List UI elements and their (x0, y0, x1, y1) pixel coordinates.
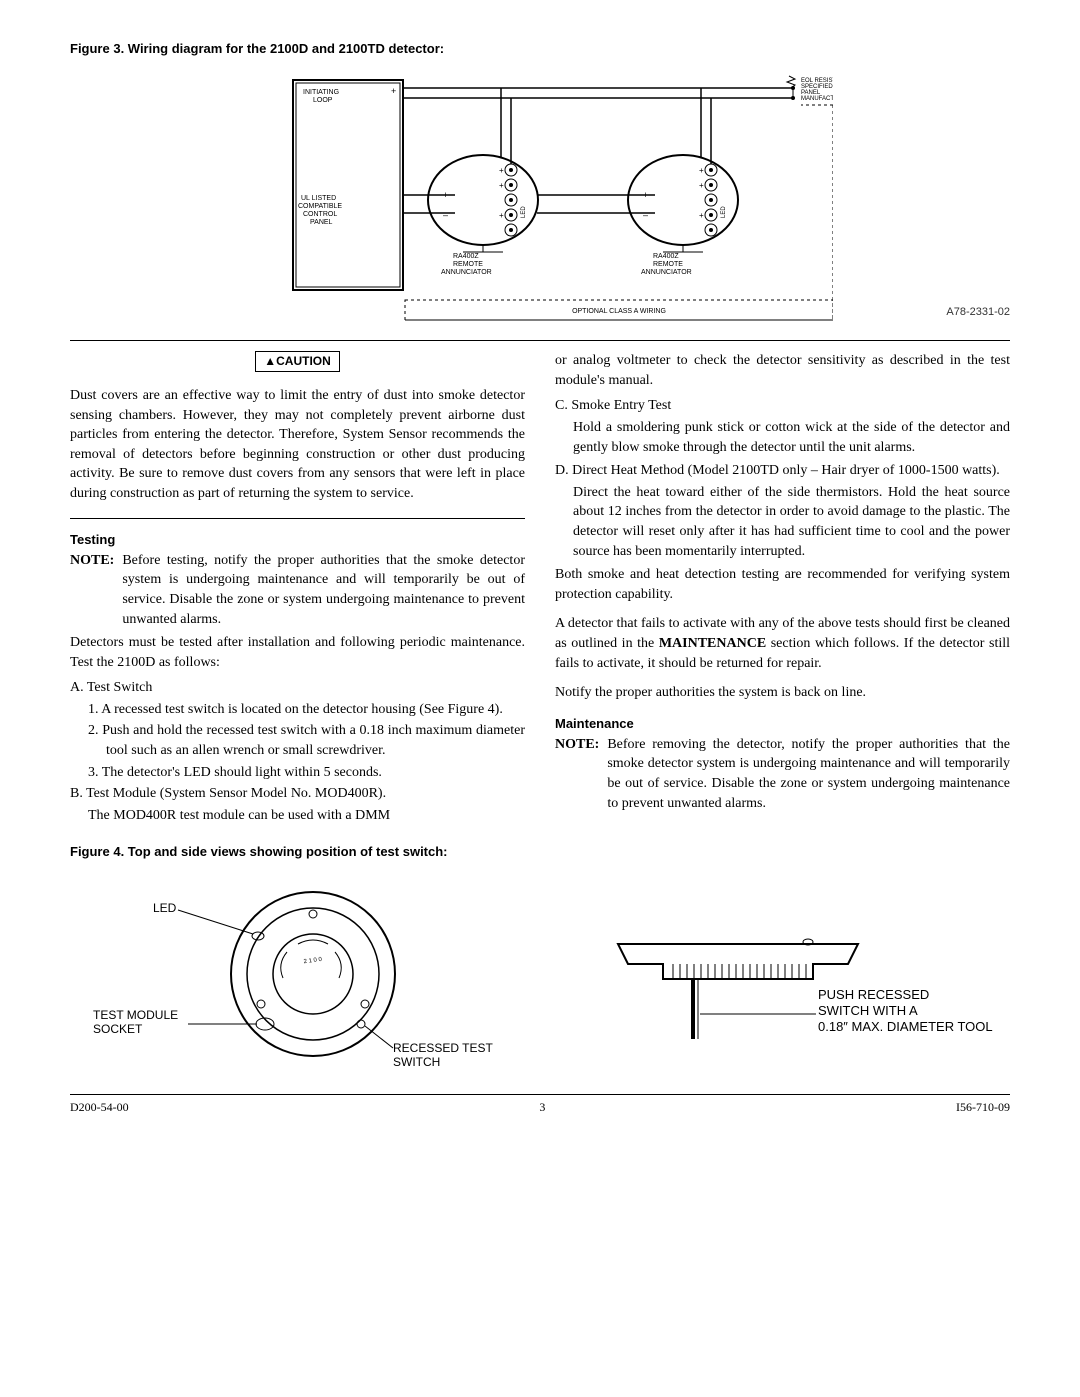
testing-note: Before testing, notify the proper author… (122, 551, 525, 629)
figure4-side-view: PUSH RECESSED SWITCH WITH A 0.18″ MAX. D… (578, 884, 998, 1064)
svg-text:+: + (499, 166, 504, 175)
svg-text:+: + (499, 211, 504, 220)
svg-text:UL LISTED: UL LISTED (301, 195, 336, 202)
maintenance-heading: Maintenance (555, 715, 1010, 733)
wiring-diagram: INITIATING LOOP + UL LISTED COMPATIBLE C… (70, 70, 916, 330)
svg-text:SWITCH WITH A: SWITCH WITH A (818, 1003, 918, 1018)
label-initiating: INITIATING (303, 89, 339, 96)
test-c-body: Hold a smoldering punk stick or cotton w… (555, 418, 1010, 457)
caution-text: Dust covers are an effective way to limi… (70, 386, 525, 504)
test-c: C. Smoke Entry Test (555, 396, 1010, 416)
test-b-body: The MOD400R test module can be used with… (70, 806, 525, 826)
svg-text:+: + (391, 86, 396, 96)
svg-text:–: – (443, 210, 448, 220)
svg-text:PUSH RECESSED: PUSH RECESSED (818, 987, 929, 1002)
svg-text:SWITCH: SWITCH (393, 1055, 440, 1069)
svg-text:REMOTE: REMOTE (653, 261, 683, 268)
svg-text:SOCKET: SOCKET (93, 1022, 143, 1036)
svg-text:REMOTE: REMOTE (453, 261, 483, 268)
test-a1: 1. A recessed test switch is located on … (70, 700, 525, 720)
svg-text:LED: LED (521, 206, 527, 218)
test-a3: 3. The detector's LED should light withi… (70, 763, 525, 783)
note-label: NOTE: (70, 551, 114, 629)
test-a2: 2. Push and hold the recessed test switc… (70, 721, 525, 760)
testing-heading: Testing (70, 531, 525, 549)
svg-text:OPTIONAL CLASS A WIRING: OPTIONAL CLASS A WIRING (572, 308, 666, 315)
figure3-title: Figure 3. Wiring diagram for the 2100D a… (70, 40, 1010, 58)
test-b: B. Test Module (System Sensor Model No. … (70, 784, 525, 804)
test-a: A. Test Switch (70, 678, 525, 698)
svg-text:LOOP: LOOP (313, 97, 333, 104)
figure4-top-view: 2 1 0 0 LED TEST MODULE SOCKET RECESSED … (83, 874, 503, 1074)
svg-text:RA400Z: RA400Z (453, 253, 479, 260)
figure4-block: Figure 4. Top and side views showing pos… (70, 843, 1010, 1073)
test-d: D. Direct Heat Method (Model 2100TD only… (555, 461, 1010, 481)
svg-text:COMPATIBLE: COMPATIBLE (298, 203, 342, 210)
divider (70, 340, 1010, 341)
body-columns: ▲CAUTION Dust covers are an effective wa… (70, 351, 1010, 829)
svg-text:ANNUNCIATOR: ANNUNCIATOR (441, 269, 492, 276)
caution-badge: ▲CAUTION (255, 351, 340, 372)
left-column: ▲CAUTION Dust covers are an effective wa… (70, 351, 525, 829)
svg-text:RA400Z: RA400Z (653, 253, 679, 260)
right-column: or analog voltmeter to check the detecto… (555, 351, 1010, 829)
svg-text:0.18″ MAX. DIAMETER TOOL: 0.18″ MAX. DIAMETER TOOL (818, 1019, 993, 1034)
label-led: LED (153, 901, 177, 915)
svg-text:+: + (499, 181, 504, 190)
svg-text:TEST MODULE: TEST MODULE (93, 1008, 178, 1022)
svg-text:+: + (699, 166, 704, 175)
footer-page: 3 (539, 1099, 545, 1116)
test-d-body: Direct the heat toward either of the sid… (555, 483, 1010, 561)
maint-note-label: NOTE: (555, 735, 599, 813)
svg-text:–: – (643, 210, 648, 220)
page-footer: D200-54-00 3 I56-710-09 (70, 1094, 1010, 1116)
svg-text:+: + (699, 211, 704, 220)
testing-both: Both smoke and heat detection testing ar… (555, 565, 1010, 604)
test-b-cont: or analog voltmeter to check the detecto… (555, 351, 1010, 390)
figure3-code: A78-2331-02 (946, 305, 1010, 330)
testing-intro: Detectors must be tested after installat… (70, 633, 525, 672)
svg-text:+: + (699, 181, 704, 190)
testing-fail: A detector that fails to activate with a… (555, 614, 1010, 673)
svg-text:CONTROL: CONTROL (303, 211, 337, 218)
svg-text:ANNUNCIATOR: ANNUNCIATOR (641, 269, 692, 276)
svg-text:2 1 0 0: 2 1 0 0 (303, 956, 323, 965)
svg-text:MANUFACTURER: MANUFACTURER (801, 96, 833, 102)
figure3-container: INITIATING LOOP + UL LISTED COMPATIBLE C… (70, 70, 1010, 330)
maint-note: Before removing the detector, notify the… (607, 735, 1010, 813)
figure4-title: Figure 4. Top and side views showing pos… (70, 843, 1010, 861)
svg-text:RECESSED TEST: RECESSED TEST (393, 1041, 493, 1055)
svg-text:PANEL: PANEL (310, 219, 333, 226)
footer-left: D200-54-00 (70, 1099, 129, 1116)
footer-right: I56-710-09 (956, 1099, 1010, 1116)
svg-text:LED: LED (721, 206, 727, 218)
testing-notify: Notify the proper authorities the system… (555, 683, 1010, 703)
